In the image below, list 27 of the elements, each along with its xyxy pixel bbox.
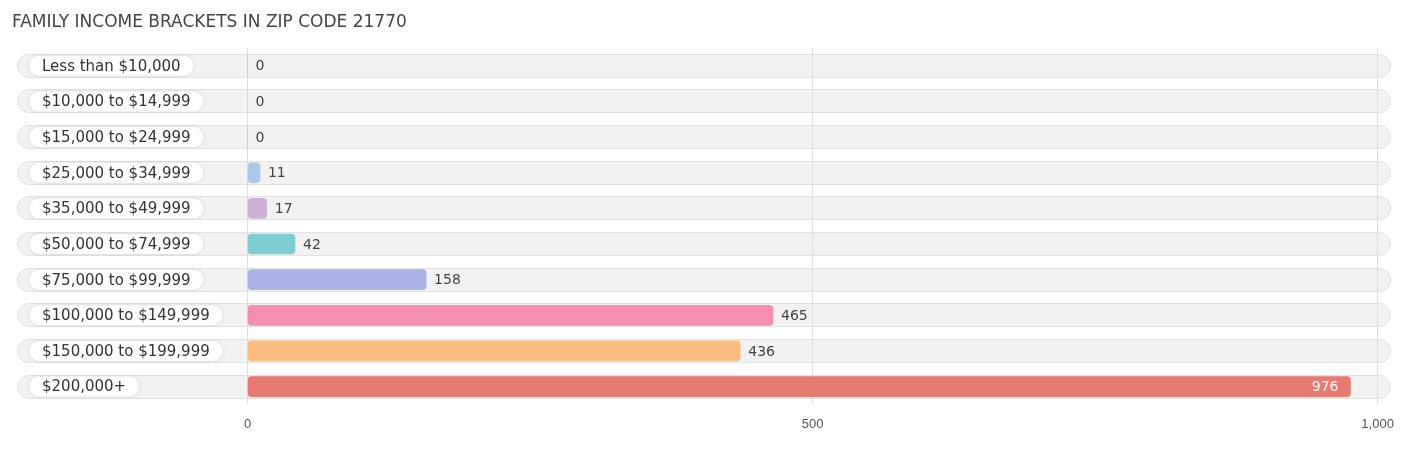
data-label: 17 <box>274 200 293 217</box>
bar <box>247 269 427 290</box>
y-tick-label: $150,000 to $199,999 <box>42 341 210 360</box>
chart-title: FAMILY INCOME BRACKETS IN ZIP CODE 21770 <box>12 11 407 31</box>
y-tick-label: $10,000 to $14,999 <box>42 92 191 111</box>
y-tick-label: $15,000 to $24,999 <box>42 127 191 146</box>
data-label: 0 <box>255 93 265 110</box>
y-tick-label: $35,000 to $49,999 <box>42 199 191 218</box>
y-tick-label: $200,000+ <box>42 377 127 396</box>
data-label: 0 <box>255 57 265 74</box>
bar <box>247 198 268 219</box>
y-tick-label: $75,000 to $99,999 <box>42 270 191 289</box>
y-tick-label: $50,000 to $74,999 <box>42 234 191 253</box>
x-tick-label: 1,000 <box>1361 415 1394 431</box>
data-label: 976 <box>1311 378 1339 395</box>
bar <box>247 233 296 255</box>
data-label: 11 <box>267 164 286 181</box>
x-tick-label: 500 <box>801 415 824 431</box>
data-label: 42 <box>303 235 321 252</box>
x-tick-label: 0 <box>243 415 252 431</box>
y-tick-label: Less than $10,000 <box>42 56 181 75</box>
data-label: 465 <box>781 306 808 323</box>
data-label: 436 <box>748 342 776 359</box>
y-tick-label: $100,000 to $149,999 <box>42 306 210 325</box>
data-label: 0 <box>255 128 265 145</box>
data-label: 158 <box>434 271 461 288</box>
y-tick-label: $25,000 to $34,999 <box>42 163 191 182</box>
